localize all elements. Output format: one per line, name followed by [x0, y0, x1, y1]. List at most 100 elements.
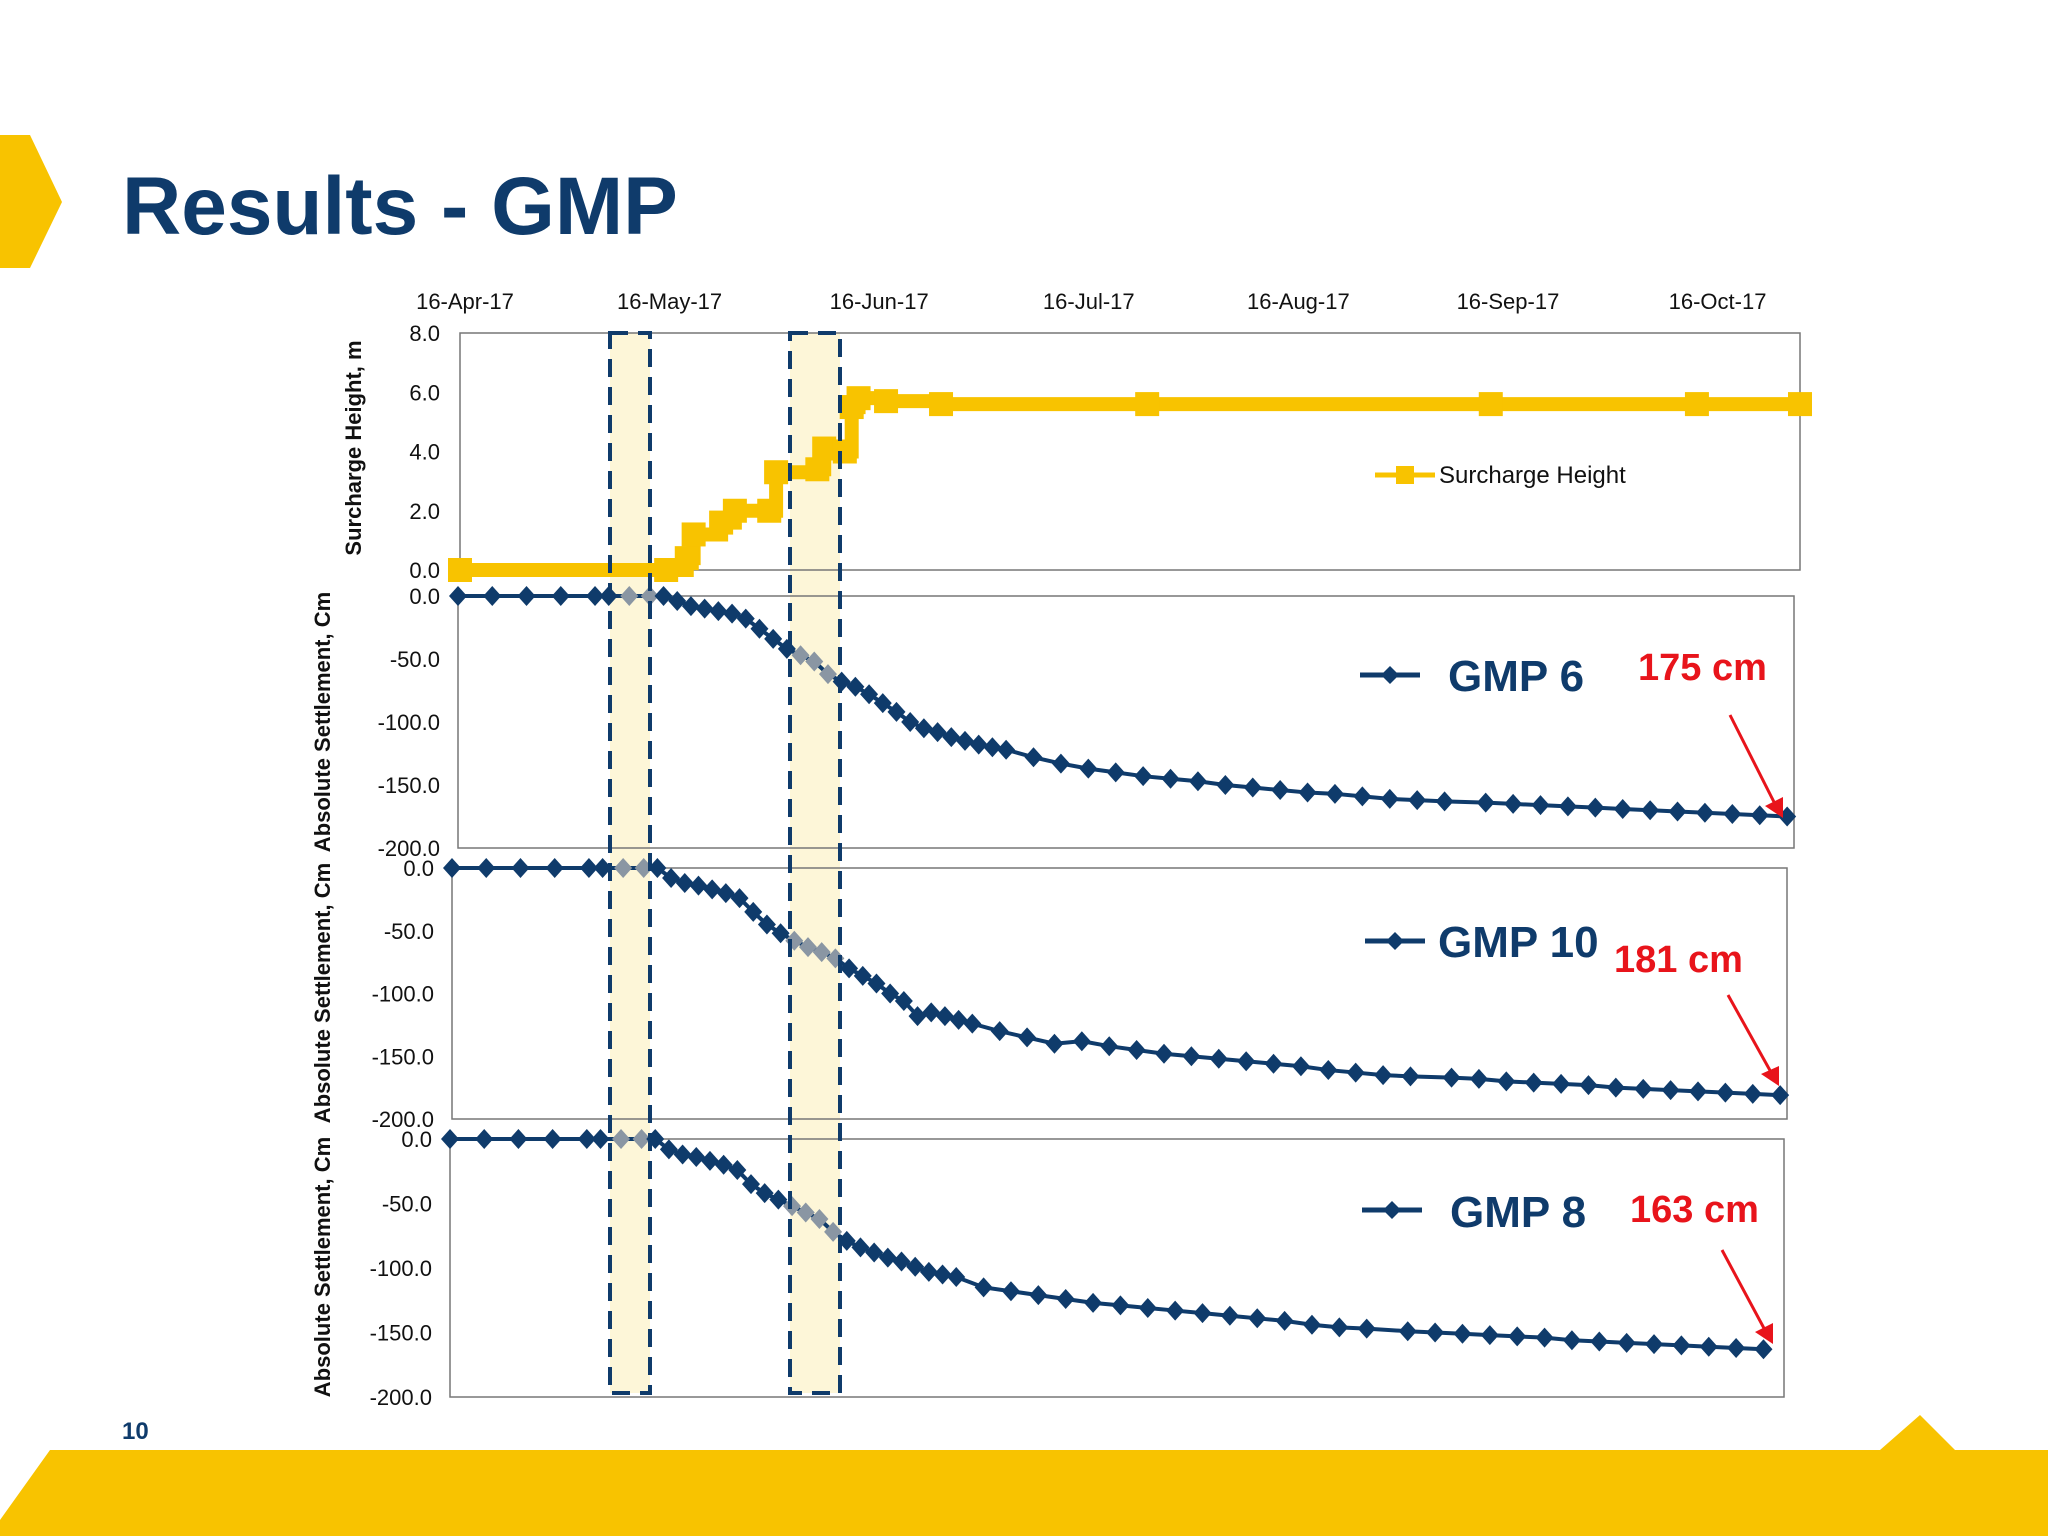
- gmp10-point: [840, 958, 859, 979]
- gmp8-point: [906, 1256, 925, 1277]
- gmp8-point: [1330, 1317, 1349, 1338]
- gmp8-y-tick: 0.0: [401, 1127, 432, 1152]
- gmp6-point: [1325, 783, 1344, 804]
- gmp10-point: [922, 1002, 941, 1023]
- gmp10-point: [744, 901, 763, 922]
- gmp8-point: [441, 1129, 459, 1149]
- gmp8-point: [1357, 1318, 1376, 1339]
- gmp6-point: [969, 734, 988, 755]
- gmp8-point: [947, 1267, 966, 1288]
- gmp6-point: [1024, 747, 1043, 768]
- gmp6-point: [551, 586, 570, 606]
- gmp8-point: [1617, 1332, 1636, 1353]
- gmp6-point: [640, 586, 659, 606]
- gmp6-y-tick: 0.0: [409, 584, 440, 609]
- gmp8-point: [1426, 1322, 1445, 1343]
- x-tick-label: 16-Apr-17: [416, 289, 514, 314]
- gmp10-point: [443, 858, 461, 878]
- surcharge-point: [846, 386, 871, 411]
- gmp10-point: [703, 879, 722, 900]
- gmp6-point: [955, 730, 974, 751]
- gmp10-y-tick: 0.0: [403, 856, 434, 881]
- gmp10-point: [1100, 1036, 1119, 1057]
- gmp10-point: [648, 858, 667, 878]
- gmp6-final-settlement-label: 175 cm: [1638, 647, 1767, 689]
- gmp6-legend-label: GMP 6: [1448, 652, 1584, 701]
- gmp10-point: [1319, 1060, 1338, 1081]
- gmp8-point: [837, 1230, 856, 1251]
- surcharge-y-tick: 4.0: [409, 440, 440, 465]
- x-tick-label: 16-Aug-17: [1247, 289, 1350, 314]
- gmp10-point: [1552, 1073, 1571, 1094]
- gmp8-final-settlement-label: 163 cm: [1630, 1189, 1759, 1231]
- gmp10-point: [1524, 1072, 1543, 1093]
- surcharge-legend-marker: [1396, 466, 1414, 484]
- surcharge-legend-label: Surcharge Height: [1439, 462, 1626, 489]
- gmp10-point: [1634, 1078, 1653, 1099]
- gmp6-point: [1558, 796, 1577, 817]
- gmp10-point: [1689, 1081, 1707, 1102]
- x-tick-label: 16-May-17: [617, 289, 722, 314]
- gmp6-point: [1750, 805, 1769, 826]
- gmp10-point: [662, 868, 681, 889]
- gmp6-y-tick: -100.0: [378, 710, 440, 735]
- gmp8-point: [796, 1202, 815, 1223]
- gmp6-point: [860, 684, 879, 705]
- surcharge-y-tick: 0.0: [409, 558, 440, 583]
- gmp8-point: [919, 1261, 938, 1282]
- gmp8-point: [865, 1242, 884, 1263]
- gmp6-y-tick: -200.0: [378, 836, 440, 861]
- gmp10-point: [771, 923, 790, 944]
- slide-title: Results - GMP: [122, 161, 678, 252]
- gmp6-point: [928, 722, 947, 743]
- x-tick-label: 16-Sep-17: [1457, 289, 1560, 314]
- gmp8-point: [1056, 1288, 1075, 1309]
- gmp6-point: [846, 676, 865, 697]
- gmp8-point: [783, 1196, 802, 1217]
- gmp6-point: [1161, 768, 1180, 789]
- gmp6-point: [1435, 791, 1454, 812]
- gmp8-y-tick: -200.0: [370, 1385, 432, 1410]
- gmp6-legend-marker: [1381, 666, 1399, 684]
- gmp8-point: [1727, 1337, 1746, 1358]
- gmp6-point: [1380, 788, 1399, 809]
- gmp6-point: [942, 727, 961, 748]
- gmp8-point: [1275, 1310, 1294, 1331]
- gmp10-point: [1127, 1039, 1146, 1060]
- surcharge-y-axis-label: Surcharge Height, m: [341, 340, 366, 555]
- gmp10-point: [545, 858, 564, 878]
- gmp10-point: [1182, 1046, 1201, 1067]
- gmp10-y-tick: -100.0: [372, 982, 434, 1007]
- surcharge-point: [674, 546, 699, 571]
- gmp8-point: [577, 1129, 596, 1149]
- surcharge-x-axis: 16-Apr-17 16-May-17 16-Jun-17 16-Jul-17 16-A…: [416, 289, 1766, 314]
- gmp8-y-tick: -50.0: [382, 1192, 432, 1217]
- gmp10-point: [1072, 1031, 1091, 1052]
- gmp10-final-settlement-label: 181 cm: [1614, 939, 1743, 981]
- gmp8-final-arrowhead: [1755, 1323, 1773, 1344]
- gmp6-point: [1695, 802, 1714, 823]
- gmp6-point: [983, 737, 1002, 758]
- gmp6-point: [914, 718, 933, 739]
- surcharge-y-tick: 2.0: [409, 499, 440, 524]
- surcharge-point: [874, 389, 899, 414]
- gmp8-point: [591, 1129, 610, 1149]
- gmp8-point: [824, 1221, 843, 1242]
- gmp8-point: [1084, 1292, 1103, 1313]
- surcharge-point: [654, 558, 679, 582]
- gmp6-point: [1668, 801, 1687, 822]
- gmp10-chart: 0.0 -50.0 -100.0 -150.0 -200.0 Absolute Sett…: [310, 856, 1790, 1132]
- gmp10-point: [1045, 1033, 1064, 1054]
- gmp8-point: [728, 1159, 747, 1180]
- gmp6-final-arrowhead: [1765, 797, 1783, 818]
- gmp6-series: [449, 586, 1797, 827]
- gmp8-point: [851, 1237, 870, 1258]
- gmp10-point: [1497, 1071, 1516, 1092]
- gmp10-y-axis: 0.0 -50.0 -100.0 -150.0 -200.0: [372, 856, 434, 1132]
- gmp10-point: [1401, 1066, 1420, 1087]
- surcharge-point: [722, 498, 747, 523]
- gmp10-point: [593, 858, 612, 878]
- gmp10-point: [1018, 1027, 1037, 1048]
- gmp10-y-tick: -200.0: [372, 1107, 434, 1132]
- surcharge-point: [1684, 392, 1709, 417]
